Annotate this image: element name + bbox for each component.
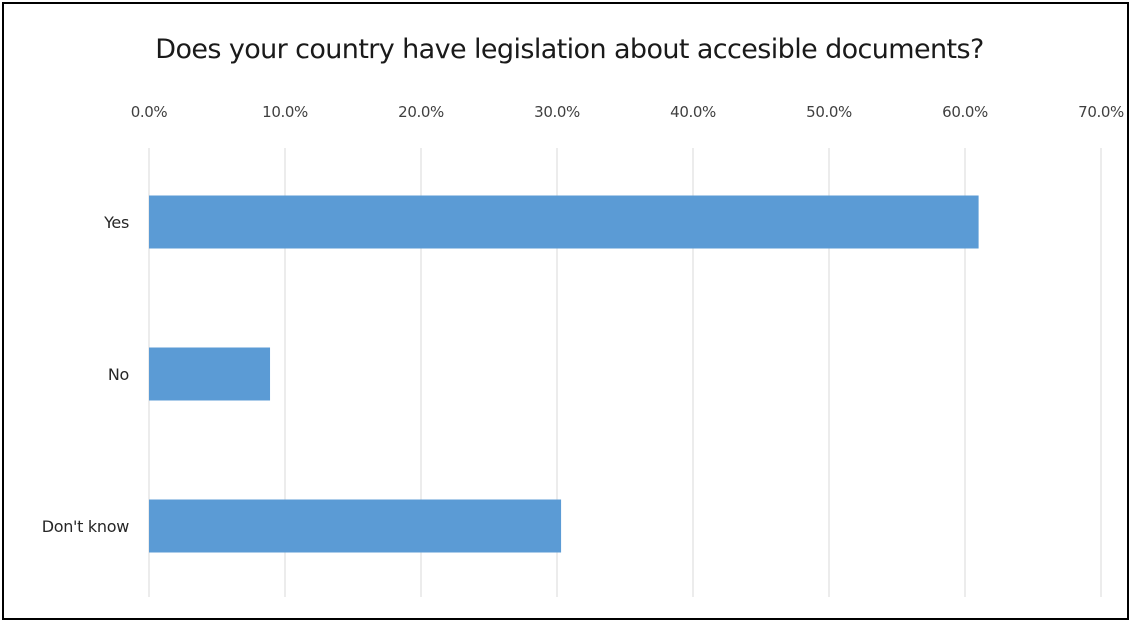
x-tick-label: 50.0% xyxy=(806,103,852,121)
chart-title: Does your country have legislation about… xyxy=(155,34,984,65)
y-axis-categories: Yes No Don't know xyxy=(42,213,130,536)
bar xyxy=(149,347,271,401)
x-tick-label: 10.0% xyxy=(262,103,308,121)
bar xyxy=(149,499,562,553)
x-tick-label: 70.0% xyxy=(1078,103,1124,121)
category-label: Don't know xyxy=(42,517,130,536)
x-tick-label: 60.0% xyxy=(942,103,988,121)
category-label: Yes xyxy=(103,213,129,232)
x-tick-label: 40.0% xyxy=(670,103,716,121)
x-tick-label: 0.0% xyxy=(131,103,168,121)
bar xyxy=(149,195,979,249)
x-tick-label: 30.0% xyxy=(534,103,580,121)
x-tick-label: 20.0% xyxy=(398,103,444,121)
category-label: No xyxy=(108,365,129,384)
bars xyxy=(149,195,979,553)
x-axis-ticks: 0.0% 10.0% 20.0% 30.0% 40.0% 50.0% 60.0% 70.0% xyxy=(131,103,1125,121)
